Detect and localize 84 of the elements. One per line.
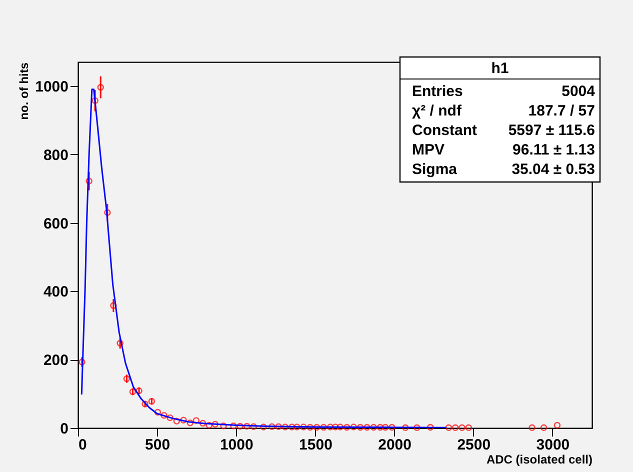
point — [260, 424, 267, 430]
annotation: χ² / ndf — [412, 102, 462, 120]
point — [313, 424, 320, 431]
y-tick-label: 800 — [43, 146, 68, 164]
point — [129, 388, 136, 396]
annotation: 5004 — [562, 83, 596, 100]
point — [180, 416, 187, 424]
point — [382, 424, 389, 431]
y-tick-label: 600 — [43, 215, 68, 232]
point — [166, 414, 174, 422]
y-tick-label: 1000 — [35, 78, 68, 96]
point — [293, 424, 300, 430]
point — [282, 424, 289, 430]
annotation: 96.11 ± 1.13 — [512, 142, 595, 158]
point — [230, 422, 237, 430]
point — [370, 424, 377, 431]
point — [402, 424, 409, 432]
point — [445, 424, 452, 432]
point — [123, 375, 130, 382]
point — [388, 424, 396, 431]
x-tick-label: 0 — [78, 436, 87, 454]
point — [250, 423, 257, 430]
point — [343, 424, 350, 431]
x-tick-label: 2000 — [378, 436, 412, 454]
point — [306, 424, 314, 431]
x-tick-label: 2500 — [457, 436, 491, 454]
point — [320, 424, 327, 431]
annotation: Constant — [412, 122, 477, 139]
x-tick-label: 500 — [145, 436, 170, 454]
point — [154, 408, 162, 416]
point — [364, 424, 370, 431]
y-tick-label: 200 — [43, 352, 68, 370]
point — [244, 422, 250, 430]
x-tick-label: 3000 — [536, 436, 570, 454]
point — [528, 424, 536, 432]
annotation: 187.7 / 57 — [528, 102, 595, 120]
point — [160, 412, 168, 419]
point — [414, 424, 420, 432]
point — [376, 424, 384, 431]
point — [554, 422, 561, 429]
annotation: MPV — [412, 142, 445, 158]
point — [86, 178, 92, 184]
point — [104, 209, 111, 216]
y-tick-label: 400 — [43, 284, 68, 301]
point — [92, 97, 98, 104]
point — [192, 417, 200, 424]
point — [78, 358, 86, 366]
x-tick-label: 1500 — [299, 436, 332, 454]
point — [326, 424, 334, 430]
point — [173, 418, 180, 425]
point — [426, 424, 434, 431]
point — [212, 420, 219, 428]
y-axis-title: no. of hits — [17, 62, 32, 120]
annotation: Entries — [412, 83, 463, 100]
x-axis-title: ADC (isolated cell) — [486, 452, 592, 466]
y-tick-label: 0 — [60, 420, 68, 438]
point — [275, 423, 282, 430]
point — [300, 424, 307, 430]
point — [356, 424, 364, 431]
point — [350, 424, 358, 430]
point — [332, 424, 339, 430]
point — [97, 84, 104, 91]
point — [268, 423, 276, 430]
point — [199, 420, 206, 427]
point — [136, 387, 142, 394]
annotation: 35.04 ± 0.53 — [512, 161, 595, 178]
point — [148, 398, 156, 405]
point — [206, 422, 212, 429]
point — [458, 424, 466, 432]
annotation: Sigma — [412, 161, 458, 178]
point — [452, 424, 459, 432]
x-tick-label: 1000 — [220, 436, 254, 454]
point — [540, 424, 548, 432]
point — [220, 422, 227, 430]
point — [336, 424, 344, 430]
annotation: 5597 ± 115.6 — [508, 122, 595, 139]
annotation: h1 — [491, 60, 509, 77]
point — [236, 422, 244, 430]
point — [110, 302, 117, 309]
point — [142, 400, 148, 408]
point — [465, 424, 472, 432]
point — [116, 340, 124, 347]
point — [186, 419, 194, 426]
point — [288, 424, 296, 430]
